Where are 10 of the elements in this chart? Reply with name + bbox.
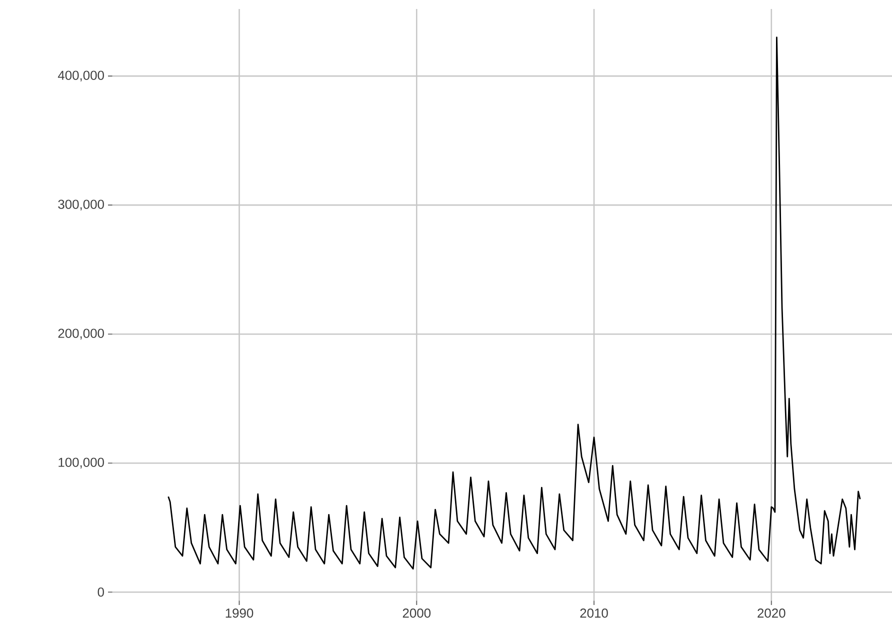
x-tick-label: 1990 (226, 608, 254, 618)
y-tick-label: 200,000 (58, 328, 104, 340)
y-tick-label: 100,000 (58, 458, 104, 468)
y-tick-label: 0 (98, 588, 104, 597)
x-tick-label: 2010 (580, 608, 608, 618)
y-tick-label: 400,000 (58, 70, 104, 82)
line-series (168, 36, 861, 570)
x-tick-label: 2000 (402, 608, 431, 618)
y-tick-label: 300,000 (58, 200, 104, 210)
x-tick-label: 2020 (758, 608, 786, 618)
